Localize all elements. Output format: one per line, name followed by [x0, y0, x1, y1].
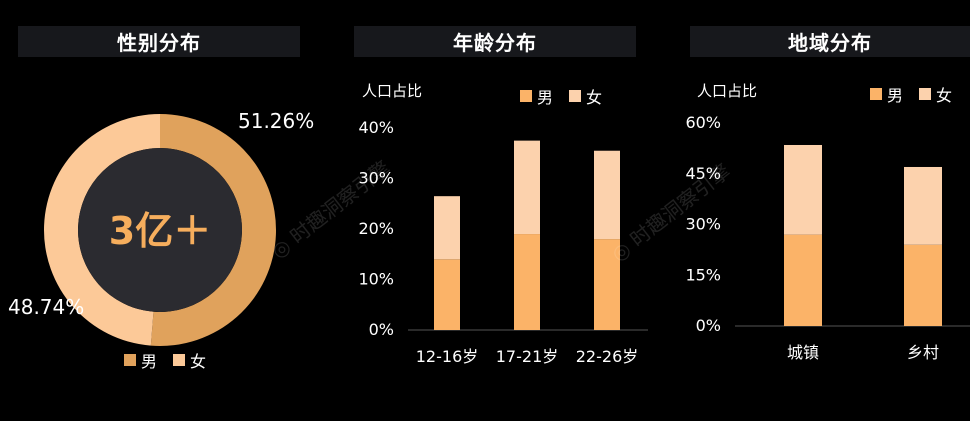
- age-legend: 男 女: [520, 84, 612, 108]
- age-bar-chart: 0% 10% 20% 30% 40% 12-16岁 17-21岁 22-26岁: [358, 118, 648, 366]
- donut-label-female: 48.74%: [8, 295, 84, 319]
- age-legend-label-female: 女: [586, 88, 603, 107]
- gender-donut-chart: 3亿＋ 51.26% 48.74%: [8, 109, 314, 346]
- age-bar-male: [594, 239, 620, 330]
- age-y-axis-label: 人口占比: [362, 82, 423, 100]
- age-y-tick: 40%: [358, 118, 394, 137]
- region-legend: 男 女: [870, 82, 962, 106]
- region-x-tick: 城镇: [787, 343, 819, 362]
- age-legend-label-male: 男: [537, 88, 554, 107]
- legend-swatch-female: [173, 354, 186, 366]
- region-legend-item-male: 男: [870, 82, 903, 106]
- age-legend-item-male: 男: [520, 84, 553, 108]
- region-bar-male: [904, 244, 942, 326]
- age-bar-female: [594, 150, 620, 240]
- region-x-tick: 乡村: [907, 343, 939, 362]
- donut-label-male: 51.26%: [238, 109, 314, 133]
- region-panel-title: 地域分布: [690, 26, 970, 57]
- age-panel-title: 年龄分布: [354, 26, 636, 57]
- age-bar-male: [434, 259, 460, 330]
- region-y-tick: 45%: [685, 164, 721, 183]
- legend-item-male: 男: [124, 348, 157, 372]
- age-y-tick: 20%: [358, 219, 394, 238]
- age-x-tick: 17-21岁: [496, 347, 559, 366]
- region-y-tick: 30%: [685, 215, 721, 234]
- age-legend-swatch-female: [569, 90, 582, 102]
- region-y-tick: 15%: [685, 265, 721, 284]
- age-legend-swatch-male: [520, 90, 532, 102]
- region-legend-label-male: 男: [887, 86, 904, 105]
- region-legend-label-female: 女: [936, 86, 953, 105]
- region-bar-female: [904, 166, 942, 245]
- region-bar-chart: 0% 15% 30% 45% 60% 城镇 乡村: [685, 113, 970, 362]
- region-legend-swatch-male: [870, 88, 882, 100]
- region-legend-swatch-female: [919, 88, 932, 100]
- age-bar-female: [434, 196, 460, 260]
- region-y-tick: 60%: [685, 113, 721, 132]
- age-bar-female: [514, 140, 540, 235]
- region-y-axis-label: 人口占比: [697, 82, 758, 100]
- gender-panel-title: 性别分布: [18, 26, 300, 57]
- region-bar-male: [784, 234, 822, 326]
- donut-slice-female: [44, 114, 161, 346]
- donut-slice-male: [150, 114, 277, 346]
- legend-swatch-male: [124, 354, 136, 366]
- legend-label-male: 男: [141, 352, 158, 371]
- age-y-tick: 30%: [358, 169, 394, 188]
- age-x-tick: 22-26岁: [576, 347, 639, 366]
- donut-center-label: 3亿＋: [109, 209, 211, 253]
- age-y-tick: 0%: [369, 320, 394, 339]
- age-x-tick: 12-16岁: [416, 347, 479, 366]
- age-y-tick: 10%: [358, 270, 394, 289]
- region-bar-female: [784, 144, 822, 235]
- age-bar-male: [514, 234, 540, 330]
- gender-legend: 男 女: [124, 348, 216, 372]
- donut-center: [78, 148, 242, 312]
- legend-label-female: 女: [190, 352, 207, 371]
- region-y-tick: 0%: [696, 316, 721, 335]
- legend-item-female: 女: [173, 348, 206, 372]
- region-legend-item-female: 女: [919, 82, 952, 106]
- age-legend-item-female: 女: [569, 84, 602, 108]
